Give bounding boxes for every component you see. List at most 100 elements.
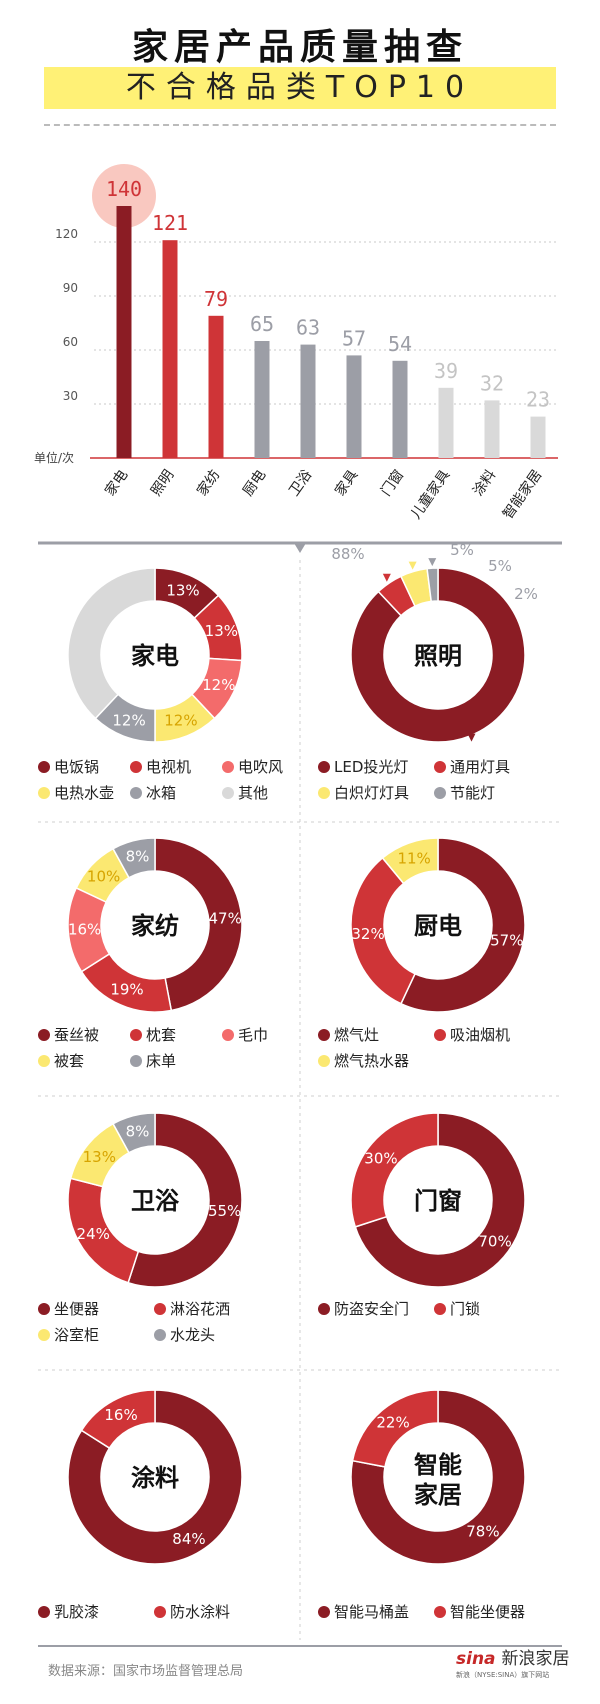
legend-1-text-1: 通用灯具 [450,758,510,776]
donut-1-pointer-1 [382,573,391,582]
bar-5 [346,355,362,458]
legend-2-text-2: 毛巾 [238,1026,268,1044]
bar-8 [484,400,500,458]
donut-1-label-2: 5% [488,557,512,575]
donut-2-label-4: 8% [126,848,150,866]
donut-1-label-0: 88% [331,545,364,563]
logo-label: 新浪家居 [501,1649,570,1669]
donut-3-slice-0 [399,837,526,1013]
donut-3-label-1: 32% [351,925,384,943]
legend-1-marker-0 [318,761,330,773]
legend-0-text-4: 冰箱 [146,784,176,802]
legend-4-marker-2 [38,1329,50,1341]
legend-4-text-2: 浴室柜 [54,1326,99,1344]
donut-7-slice-1 [351,1389,439,1468]
y-tick-label-1: 60 [63,335,78,349]
donut-2-label-1: 19% [110,981,143,999]
donut-4-label-0: 55% [208,1202,241,1220]
legend-7-marker-0 [318,1606,330,1618]
legend-3-text-2: 燃气热水器 [334,1052,409,1070]
legend-4-text-0: 坐便器 [54,1300,99,1318]
donut-7-slice-0 [350,1389,526,1565]
donut-0-label-3: 12% [164,712,197,730]
legend-2-marker-1 [130,1029,142,1041]
legend-1-marker-2 [318,787,330,799]
legend-0-marker-0 [38,761,50,773]
donut-0-label-0: 13% [166,581,199,599]
page-subtitle: 不合格品类TOP10 [125,70,475,105]
donut-1-slice-3 [426,567,439,603]
legend-2-marker-0 [38,1029,50,1041]
legend-1-marker-3 [434,787,446,799]
legend-0-marker-2 [222,761,234,773]
bar-value-label-5: 57 [342,326,366,350]
legend-5-marker-0 [318,1303,330,1315]
sina-logo: sina 新浪家居 新浪（NYSE:SINA）旗下网站 [456,1648,576,1688]
legend-0-marker-5 [222,787,234,799]
legend-0-text-5: 其他 [238,784,268,802]
bar-1 [162,240,178,458]
donut-1-pointer-0 [467,733,476,742]
bar-4 [300,344,316,458]
legend-2-text-4: 床单 [146,1052,176,1070]
donut-1-slice-0 [350,567,526,743]
legend-5-text-0: 防盗安全门 [334,1300,409,1318]
data-source: 数据来源：国家市场监督管理总局 [48,1664,244,1679]
top-divider [44,124,556,126]
legend-7-marker-1 [434,1606,446,1618]
donut-3-title: 厨电 [414,912,462,940]
bar-value-label-4: 63 [296,316,320,340]
legend-2-text-0: 蚕丝被 [54,1026,99,1044]
legend-1-marker-1 [434,761,446,773]
donut-4-label-3: 8% [126,1123,150,1141]
donut-2-label-2: 16% [68,920,101,938]
donut-0-label-4: 12% [112,712,145,730]
donut-4-label-2: 13% [83,1148,116,1166]
donut-7-label-0: 78% [466,1522,499,1540]
bar-2 [208,315,224,458]
page-title: 家居产品质量抽查 [131,27,468,68]
donut-1-pointer-2 [408,561,417,570]
legend-5-text-1: 门锁 [450,1300,480,1318]
legend-2-text-3: 被套 [54,1052,84,1070]
donut-3-slice-2 [381,837,439,885]
donut-4-label-1: 24% [77,1225,110,1243]
donut-7-title-line1: 智能 [414,1451,462,1479]
donut-4-title: 卫浴 [131,1187,180,1215]
legend-6-text-1: 防水涂料 [170,1603,230,1621]
legend-4-marker-3 [154,1329,166,1341]
donut-0-label-1: 13% [205,622,238,640]
legend-0-marker-1 [130,761,142,773]
donut-2-label-3: 10% [87,868,120,886]
legend-0-text-3: 电热水壶 [54,784,114,802]
donut-3-label-0: 57% [490,931,523,949]
legend-1-text-3: 节能灯 [450,784,495,802]
bar-value-label-7: 39 [434,359,458,383]
donut-3-slice-1 [350,856,417,1005]
donut-4-slice-0 [127,1112,243,1288]
legend-6-text-0: 乳胶漆 [54,1603,99,1621]
bar-value-label-3: 65 [250,312,274,336]
subtitle-band [44,67,556,109]
legend-4-text-1: 淋浴花洒 [170,1300,230,1318]
logo-subtext: 新浪（NYSE:SINA）旗下网站 [456,1671,550,1679]
legend-3-text-1: 吸油烟机 [450,1026,510,1044]
donut-2-title: 家纺 [131,912,179,940]
donut-2-slice-4 [112,837,156,879]
donut-7-title-line2: 家居 [414,1481,462,1509]
bar-value-label-1: 121 [152,211,188,235]
legend-0-marker-3 [38,787,50,799]
legend-6-marker-1 [154,1606,166,1618]
bar-9 [530,416,546,458]
legend-3-marker-2 [318,1055,330,1067]
legend-2-marker-2 [222,1029,234,1041]
donut-1-label-3: 2% [514,585,538,603]
legend-3-text-0: 燃气灶 [334,1026,379,1044]
bar-value-label-0: 140 [106,177,142,201]
divider-notch [294,543,306,553]
y-tick-label-3: 120 [55,227,78,241]
bar-7 [438,387,454,458]
donut-6-label-1: 16% [104,1406,137,1424]
donut-6-slice-0 [67,1389,243,1565]
